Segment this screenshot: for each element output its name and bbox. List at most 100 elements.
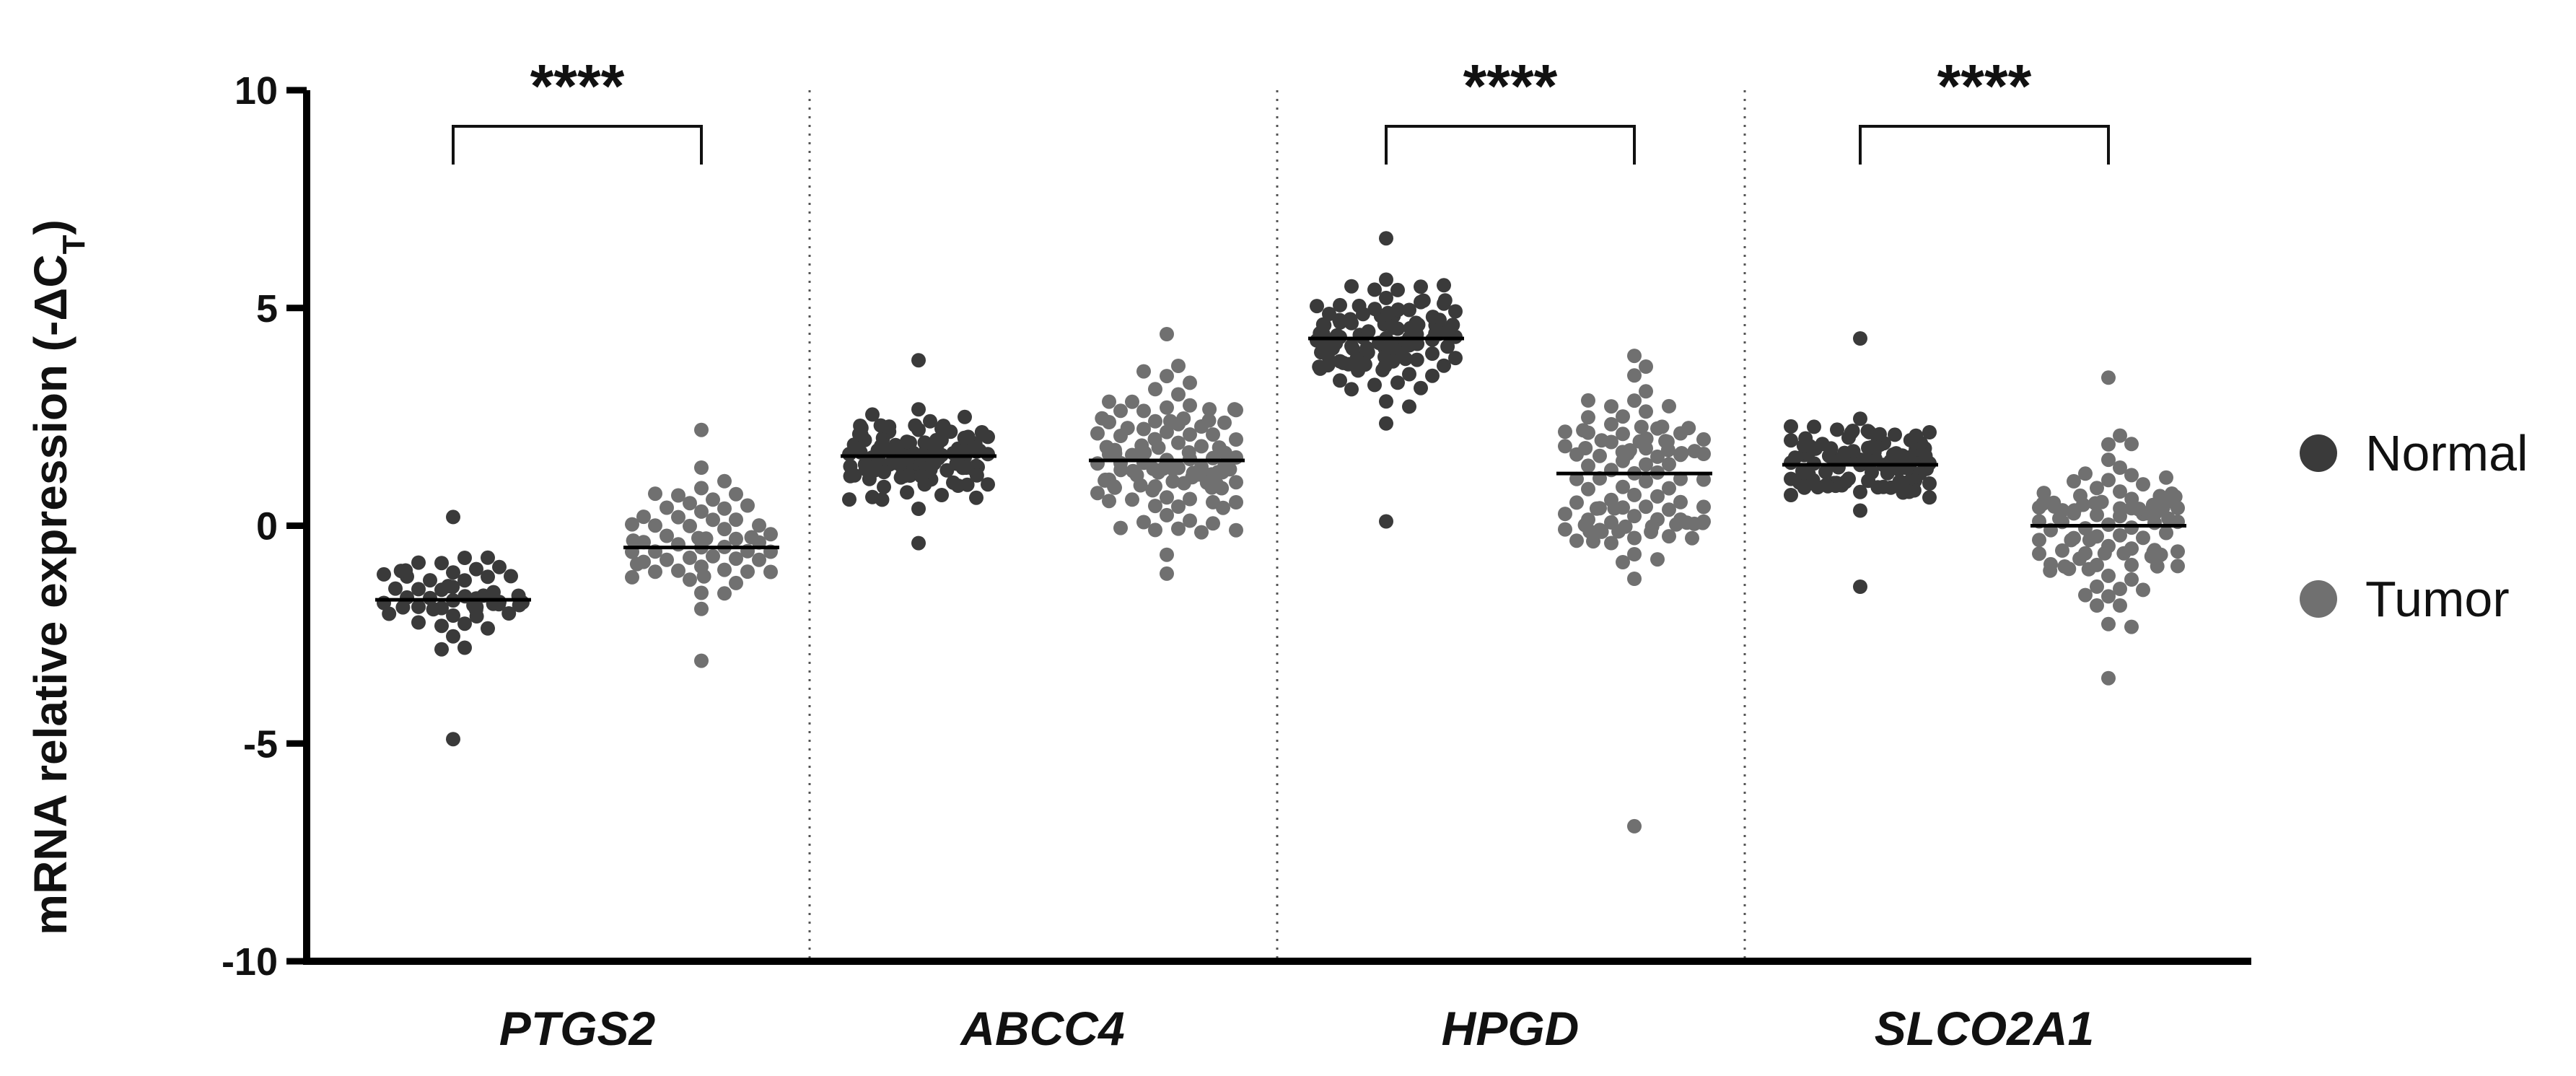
data-point-tumor-ptgs2 [683, 518, 697, 533]
data-point-normal-hpgd [1445, 318, 1460, 333]
data-point-tumor-abcc4 [1229, 522, 1243, 538]
data-point-tumor-ptgs2 [660, 528, 674, 543]
data-point-tumor-abcc4 [1090, 426, 1105, 441]
data-point-tumor-slco2a1 [2124, 619, 2139, 634]
category-label-slco2a1: SLCO2A1 [1875, 1002, 2094, 1055]
data-point-tumor-ptgs2 [625, 569, 639, 585]
data-point-normal-slco2a1 [1798, 431, 1813, 446]
data-point-tumor-hpgd [1687, 444, 1702, 459]
data-point-normal-slco2a1 [1888, 427, 1902, 442]
data-point-normal-abcc4 [917, 477, 932, 492]
data-point-normal-ptgs2 [481, 550, 495, 565]
data-point-tumor-abcc4 [1217, 415, 1232, 430]
data-point-normal-abcc4 [950, 478, 965, 493]
data-point-tumor-hpgd [1627, 818, 1642, 834]
data-point-tumor-hpgd [1655, 419, 1670, 434]
data-point-tumor-abcc4 [1183, 427, 1197, 442]
data-point-normal-hpgd [1425, 346, 1440, 361]
data-point-normal-slco2a1 [1922, 476, 1937, 491]
data-point-normal-slco2a1 [1853, 331, 1867, 346]
data-point-normal-hpgd [1437, 278, 1451, 293]
data-point-tumor-abcc4 [1102, 494, 1116, 509]
data-point-tumor-abcc4 [1099, 439, 1114, 455]
data-point-tumor-ptgs2 [626, 533, 641, 548]
data-point-tumor-abcc4 [1165, 474, 1180, 489]
data-point-normal-hpgd [1367, 377, 1382, 393]
data-point-normal-hpgd [1310, 299, 1324, 314]
data-point-tumor-abcc4 [1148, 382, 1162, 397]
data-point-tumor-abcc4 [1194, 439, 1209, 454]
data-point-tumor-hpgd [1558, 439, 1572, 454]
data-point-normal-abcc4 [900, 485, 914, 500]
data-point-tumor-abcc4 [1102, 394, 1116, 409]
data-point-tumor-hpgd [1639, 499, 1653, 515]
data-point-tumor-slco2a1 [2046, 495, 2062, 510]
y-tick-label: -5 [243, 722, 278, 766]
significance-brackets: **** **** **** [452, 52, 2110, 165]
data-point-tumor-abcc4 [1214, 481, 1230, 496]
data-point-tumor-abcc4 [1171, 499, 1186, 514]
data-point-tumor-abcc4 [1136, 364, 1151, 379]
data-point-tumor-ptgs2 [683, 572, 697, 587]
data-point-tumor-hpgd [1581, 410, 1595, 425]
y-tick-label: 5 [256, 287, 278, 331]
data-point-normal-slco2a1 [1784, 433, 1798, 448]
data-point-tumor-hpgd [1589, 501, 1604, 516]
data-point-normal-abcc4 [875, 492, 890, 507]
data-point-tumor-slco2a1 [2113, 501, 2128, 516]
data-point-tumor-ptgs2 [706, 492, 720, 507]
data-point-tumor-hpgd [1639, 473, 1653, 489]
data-point-normal-hpgd [1379, 394, 1393, 409]
data-point-normal-abcc4 [917, 435, 932, 450]
data-point-tumor-slco2a1 [2062, 561, 2077, 577]
data-point-tumor-ptgs2 [717, 586, 732, 601]
data-point-tumor-ptgs2 [752, 518, 766, 533]
data-point-tumor-slco2a1 [2090, 507, 2104, 522]
data-point-normal-abcc4 [939, 463, 955, 478]
data-point-tumor-ptgs2 [625, 517, 639, 532]
data-point-tumor-ptgs2 [729, 512, 743, 528]
data-point-normal-hpgd [1416, 293, 1431, 308]
data-point-normal-abcc4 [911, 535, 926, 551]
data-point-tumor-abcc4 [1171, 359, 1186, 373]
data-point-tumor-hpgd [1662, 481, 1676, 496]
data-point-tumor-ptgs2 [740, 498, 755, 513]
data-point-tumor-ptgs2 [740, 564, 755, 579]
data-point-tumor-hpgd [1673, 471, 1688, 486]
data-point-tumor-hpgd [1650, 449, 1665, 464]
data-point-tumor-abcc4 [1160, 547, 1174, 562]
data-point-tumor-hpgd [1662, 502, 1676, 517]
data-point-tumor-slco2a1 [2101, 616, 2116, 631]
data-point-normal-ptgs2 [486, 585, 501, 600]
data-point-normal-abcc4 [974, 425, 989, 439]
data-point-tumor-abcc4 [1227, 402, 1242, 417]
data-point-tumor-slco2a1 [2101, 568, 2116, 583]
data-point-normal-hpgd [1414, 380, 1428, 395]
data-point-tumor-abcc4 [1171, 435, 1186, 450]
data-point-normal-hpgd [1425, 310, 1440, 325]
data-point-tumor-hpgd [1644, 525, 1659, 539]
data-point-tumor-slco2a1 [2101, 589, 2116, 604]
data-point-tumor-hpgd [1594, 433, 1609, 448]
data-point-tumor-abcc4 [1125, 394, 1139, 409]
data-point-normal-hpgd [1437, 293, 1453, 308]
category-label-hpgd: HPGD [1442, 1002, 1580, 1055]
data-point-tumor-abcc4 [1160, 507, 1174, 522]
data-point-tumor-hpgd [1627, 349, 1642, 364]
data-point-normal-ptgs2 [446, 608, 460, 623]
data-point-tumor-abcc4 [1120, 421, 1135, 436]
data-point-tumor-abcc4 [1229, 432, 1243, 447]
data-point-tumor-slco2a1 [2043, 563, 2058, 578]
data-point-tumor-slco2a1 [2164, 486, 2179, 501]
data-point-normal-abcc4 [969, 468, 984, 483]
data-point-tumor-hpgd [1616, 409, 1630, 424]
data-point-tumor-hpgd [1627, 509, 1642, 524]
data-point-tumor-abcc4 [1176, 476, 1191, 491]
data-point-tumor-abcc4 [1160, 327, 1174, 341]
data-point-tumor-abcc4 [1134, 438, 1149, 453]
significance-bracket-hpgd [1385, 125, 1636, 165]
y-axis-label: mRNA relative expression (-ΔCT) [25, 219, 92, 935]
data-point-tumor-abcc4 [1160, 400, 1174, 415]
data-point-tumor-hpgd [1674, 446, 1689, 460]
legend-label-normal: Normal [2365, 425, 2528, 481]
